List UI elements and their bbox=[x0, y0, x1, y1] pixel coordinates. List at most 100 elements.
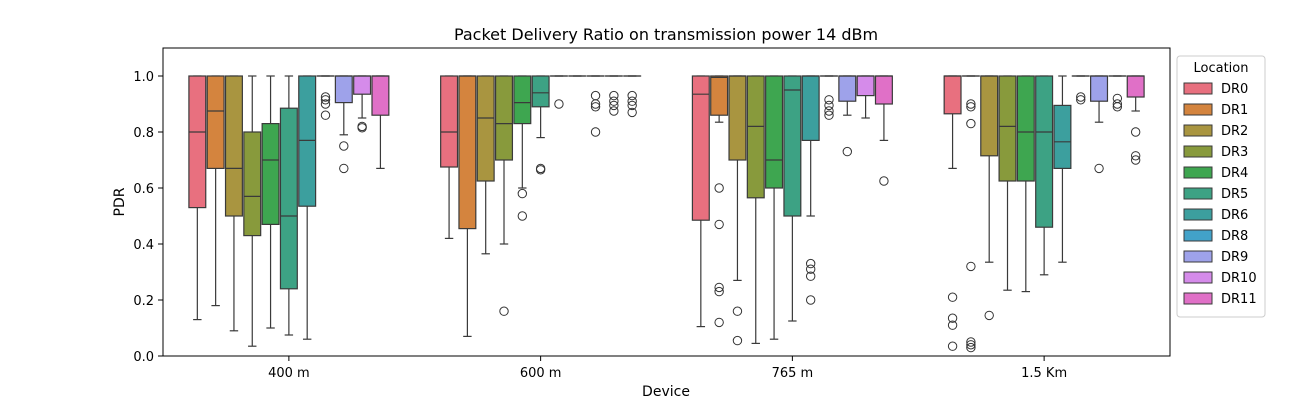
x-tick-label: 600 m bbox=[520, 366, 562, 381]
box-body bbox=[1090, 75, 1109, 102]
x-tick-label: 765 m bbox=[772, 366, 814, 381]
box-body bbox=[783, 75, 802, 217]
box-DR6-2 bbox=[801, 75, 820, 305]
box-body bbox=[838, 75, 857, 102]
outlier-point bbox=[714, 219, 724, 230]
box-body bbox=[371, 75, 390, 116]
box-DR11-0 bbox=[371, 75, 390, 169]
box-DR5-2 bbox=[783, 75, 802, 322]
outlier-point bbox=[966, 340, 976, 350]
outlier-point bbox=[714, 183, 724, 193]
x-tick-label: 1.5 Km bbox=[1021, 366, 1067, 381]
outlier-point bbox=[966, 261, 976, 272]
outlier-point bbox=[627, 100, 637, 111]
box-body bbox=[765, 75, 784, 189]
box-DR4-3 bbox=[1016, 75, 1035, 293]
box-DR9-2 bbox=[838, 75, 857, 157]
box-body bbox=[298, 75, 317, 207]
legend-label: DR4 bbox=[1221, 166, 1248, 181]
box-body bbox=[458, 75, 477, 230]
outlier-point bbox=[732, 306, 743, 316]
legend-item-DR1: DR1 bbox=[1183, 103, 1248, 118]
legend-label: DR0 bbox=[1221, 82, 1248, 97]
outlier-point bbox=[1130, 151, 1141, 161]
plot-area bbox=[188, 75, 1145, 353]
outlier-point bbox=[1130, 127, 1141, 137]
box-body bbox=[476, 75, 495, 182]
box-DR6-1 bbox=[549, 75, 568, 109]
box-DR3-2 bbox=[746, 75, 765, 344]
box-body bbox=[1053, 104, 1072, 170]
outlier-point bbox=[966, 102, 976, 112]
box-DR0-2 bbox=[691, 75, 710, 328]
box-body bbox=[353, 75, 372, 95]
outlier-point bbox=[627, 90, 637, 101]
y-tick-label: 0.2 bbox=[133, 294, 154, 309]
outlier-point bbox=[824, 100, 834, 111]
box-DR10-3 bbox=[1108, 75, 1127, 112]
legend-item-DR6: DR6 bbox=[1183, 208, 1248, 223]
y-tick-label: 0.6 bbox=[133, 182, 154, 197]
box-DR5-1 bbox=[531, 75, 550, 175]
box-DR2-0 bbox=[224, 75, 243, 332]
box-DR8-2 bbox=[819, 75, 839, 120]
legend-swatch bbox=[1183, 145, 1213, 158]
legend-label: DR3 bbox=[1221, 145, 1248, 160]
outlier-point bbox=[357, 123, 367, 133]
box-body bbox=[531, 75, 550, 108]
outlier-point bbox=[824, 95, 834, 105]
outlier-point bbox=[947, 313, 958, 323]
outlier-point bbox=[984, 310, 994, 321]
y-axis-label: PDR bbox=[112, 187, 128, 216]
box-DR1-2 bbox=[710, 75, 729, 328]
box-DR1-1 bbox=[458, 75, 477, 337]
box-body bbox=[746, 75, 765, 199]
outlier-point bbox=[805, 271, 816, 281]
legend-item-DR9: DR9 bbox=[1183, 250, 1248, 265]
outlier-point bbox=[805, 264, 816, 274]
box-body bbox=[206, 75, 225, 170]
box-DR11-2 bbox=[874, 75, 893, 186]
outlier-point bbox=[966, 99, 976, 109]
box-DR11-1 bbox=[623, 75, 642, 118]
box-DR10-1 bbox=[604, 75, 623, 116]
outlier-point bbox=[824, 110, 834, 120]
outlier-point bbox=[627, 96, 637, 106]
outlier-point bbox=[732, 335, 743, 346]
outlier-point bbox=[517, 188, 528, 199]
box-body bbox=[801, 75, 820, 142]
x-tick-label: 400 m bbox=[268, 366, 310, 381]
box-body bbox=[513, 75, 532, 125]
box-body bbox=[691, 75, 710, 221]
outlier-point bbox=[1076, 92, 1086, 102]
box-DR3-0 bbox=[243, 75, 262, 347]
outlier-point bbox=[339, 163, 349, 174]
outlier-point bbox=[627, 107, 637, 118]
box-DR0-1 bbox=[440, 75, 459, 239]
outlier-point bbox=[590, 99, 601, 109]
legend-swatch bbox=[1183, 229, 1213, 242]
box-DR9-0 bbox=[334, 75, 353, 174]
outlier-point bbox=[609, 106, 619, 116]
legend-swatch bbox=[1183, 271, 1213, 284]
legend: Location DR0 DR1 DR2 DR3 DR4 DR5 DR6 DR8 DR9 DR10 D… bbox=[1176, 55, 1266, 318]
box-DR1-3 bbox=[961, 75, 980, 353]
y-tick-label: 1.0 bbox=[133, 70, 154, 85]
legend-swatch bbox=[1183, 124, 1213, 137]
box-DR0-3 bbox=[943, 75, 962, 351]
legend-swatch bbox=[1183, 250, 1213, 263]
box-DR11-3 bbox=[1126, 75, 1145, 165]
box-DR5-3 bbox=[1035, 75, 1054, 276]
outlier-point bbox=[499, 306, 509, 316]
outlier-point bbox=[339, 141, 349, 151]
legend-item-DR8: DR8 bbox=[1183, 229, 1248, 244]
outlier-point bbox=[714, 317, 724, 328]
box-DR9-1 bbox=[586, 75, 605, 137]
legend-swatch bbox=[1183, 187, 1213, 200]
outlier-point bbox=[947, 292, 958, 302]
outlier-point bbox=[517, 211, 528, 221]
plot-frame bbox=[162, 47, 1171, 357]
legend-label: DR8 bbox=[1221, 229, 1248, 244]
outlier-point bbox=[554, 99, 564, 109]
